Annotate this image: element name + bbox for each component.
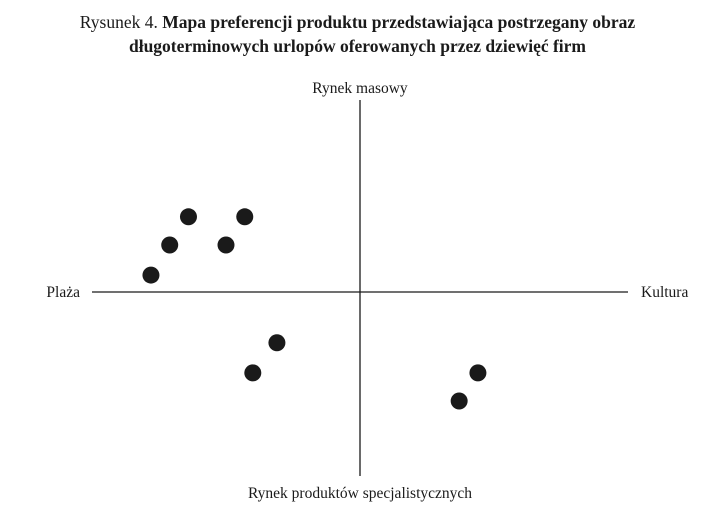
data-point (268, 334, 286, 352)
axis-label-left: Plaża (46, 284, 80, 301)
figure-number: Rysunek 4. (79, 12, 158, 32)
data-point (179, 208, 197, 226)
data-point (161, 236, 179, 254)
axis-label-bottom: Rynek produktów specjalistycznych (248, 485, 472, 502)
data-point (142, 266, 160, 284)
axis-label-top: Rynek masowy (312, 80, 408, 97)
caption-line-1: Rysunek 4. Mapa preferencji produktu prz… (0, 10, 715, 34)
data-point (217, 236, 235, 254)
figure-title-line-1: Mapa preferencji produktu przedstawiając… (162, 12, 636, 32)
figure-caption: Rysunek 4. Mapa preferencji produktu prz… (0, 10, 715, 58)
figure-title-line-2: długoterminowych urlopów oferowanych prz… (128, 36, 587, 56)
data-point (244, 364, 262, 382)
axis-label-right: Kultura (641, 284, 688, 301)
data-point (450, 392, 468, 410)
data-point (236, 208, 254, 226)
data-points (142, 208, 487, 410)
data-point (469, 364, 487, 382)
